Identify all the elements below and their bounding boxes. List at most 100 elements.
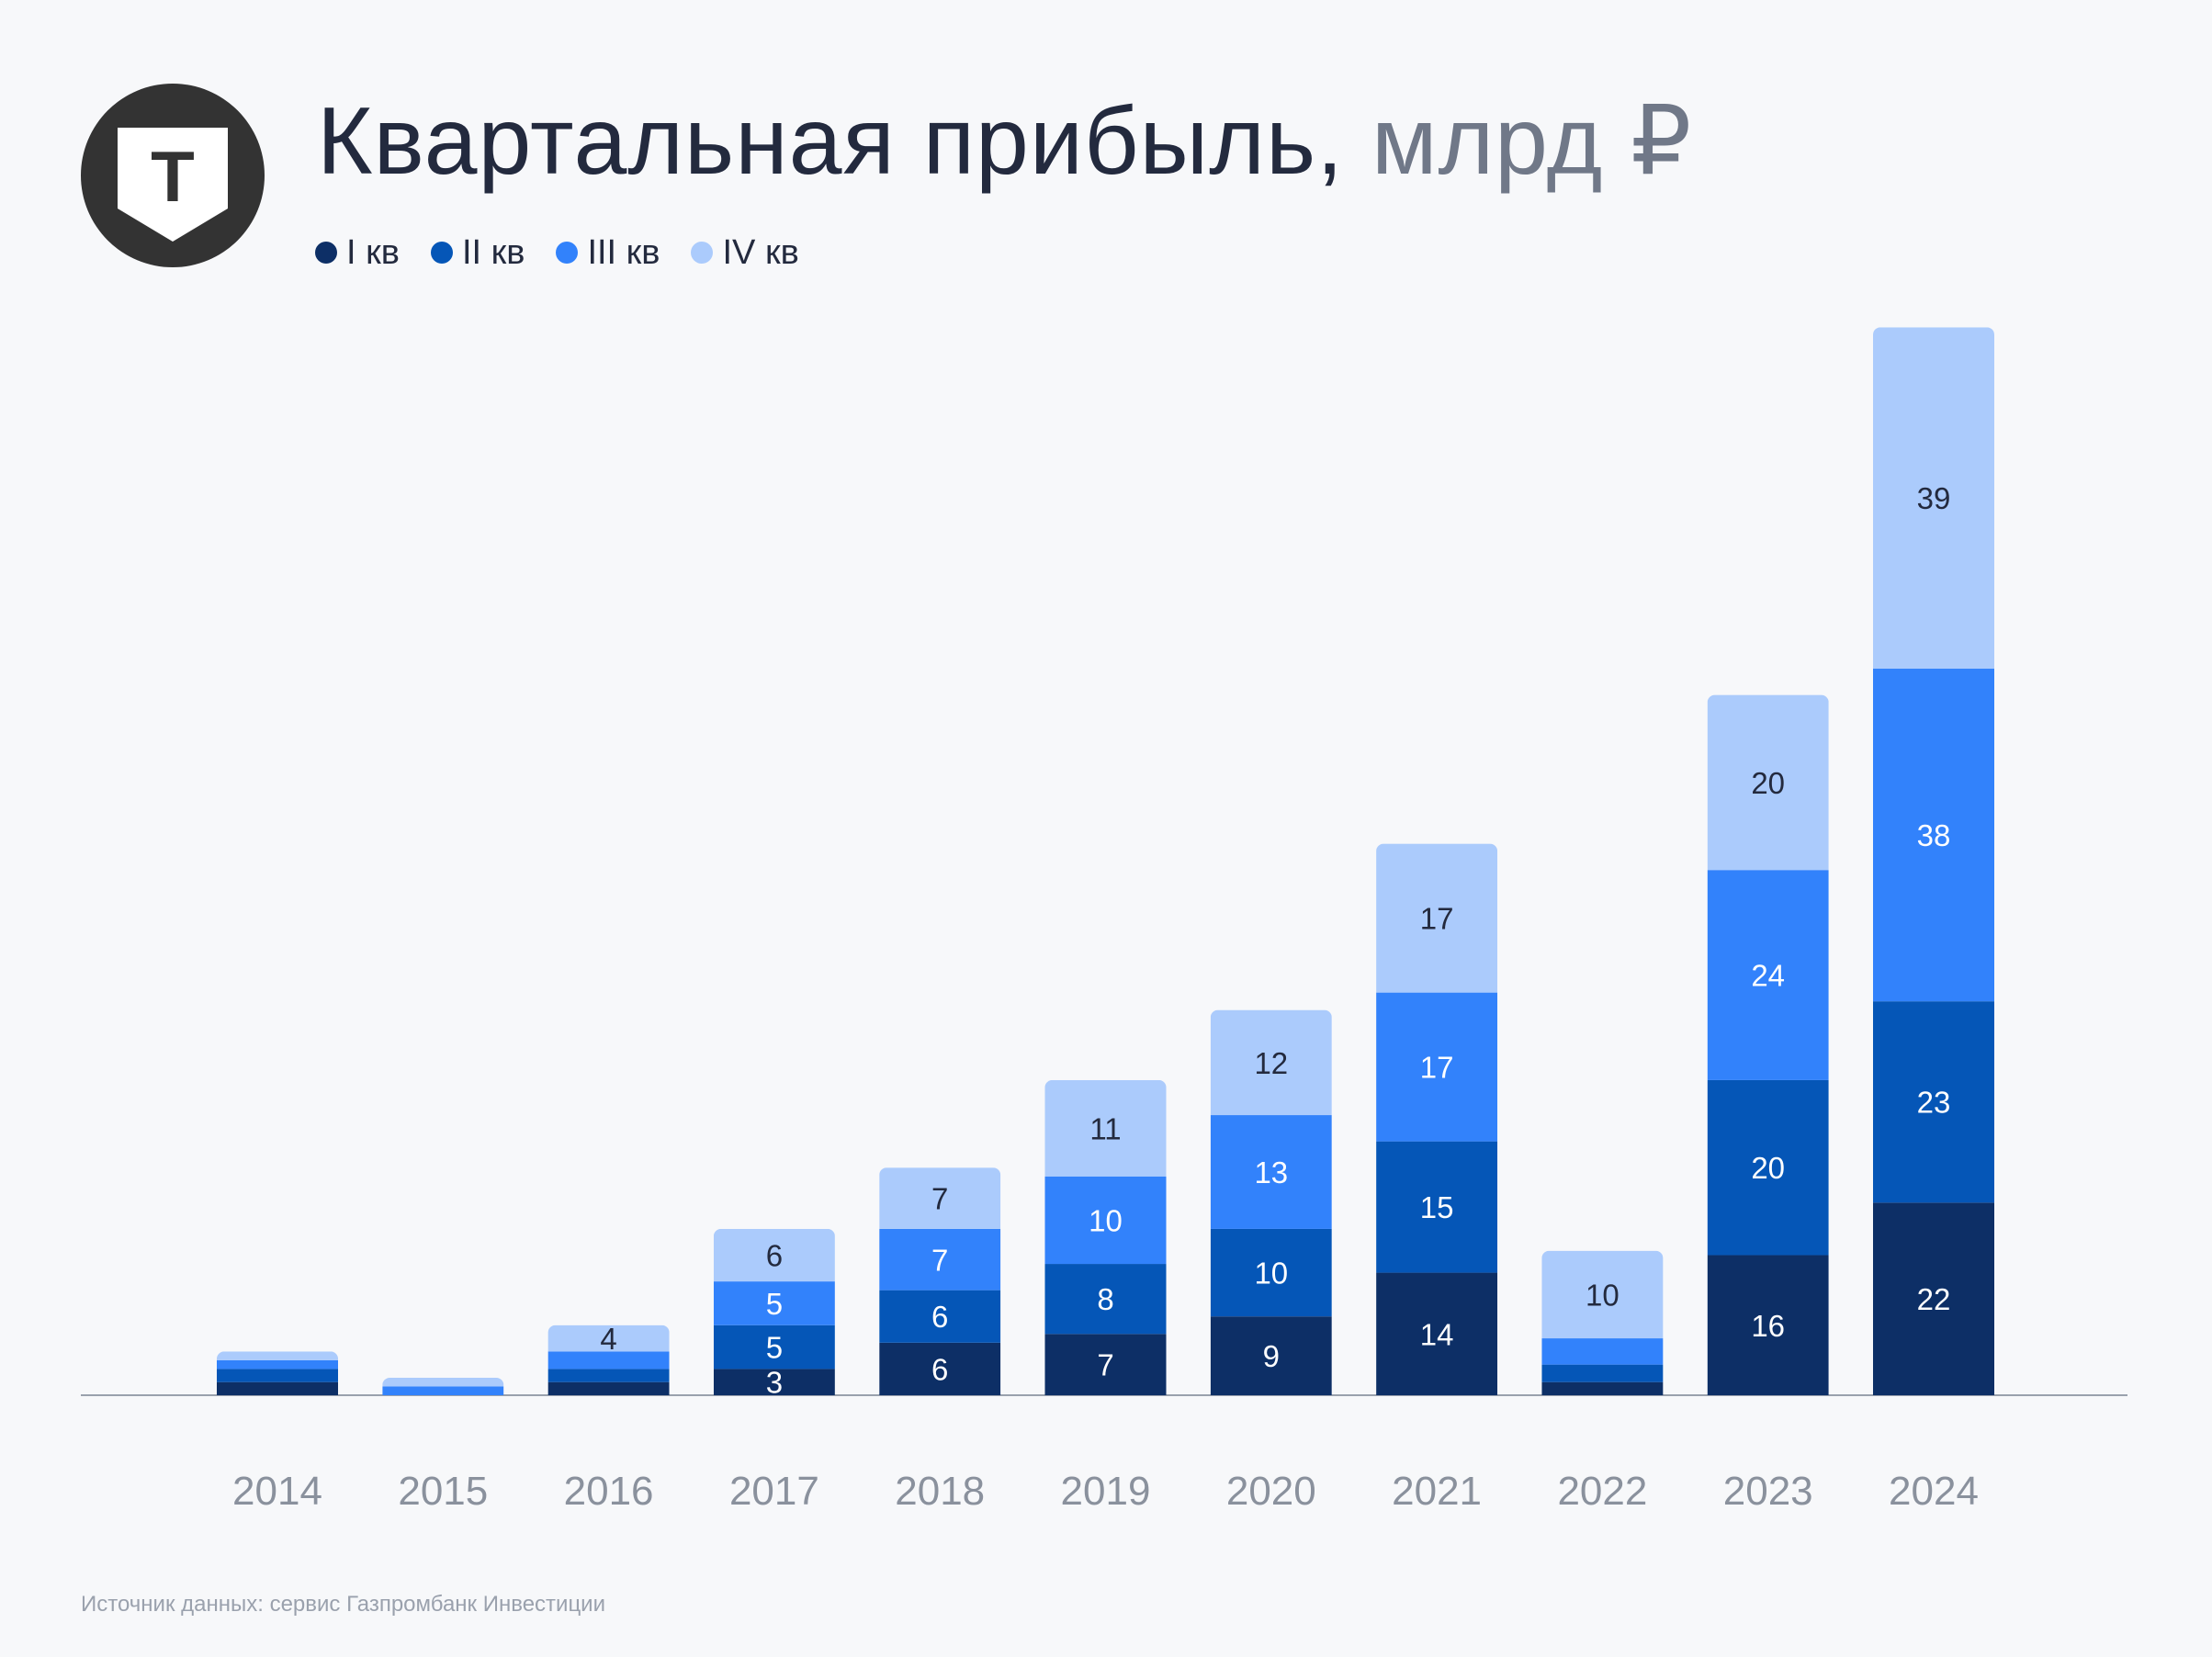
bar-segment-2019-q4 <box>1044 1079 1167 1177</box>
bar-segment-2014-q4 <box>217 1351 338 1360</box>
data-label-2024-q2: 23 <box>1917 1086 1951 1120</box>
bar-segment-2019-q1 <box>1044 1334 1167 1395</box>
legend-marker <box>556 242 579 264</box>
legend-item-q3: III кв <box>556 233 660 273</box>
bar-segment-2019-q2 <box>1044 1264 1167 1335</box>
bar-stack-2017 <box>713 1228 835 1395</box>
bar-segment-2020-q4 <box>1210 1009 1332 1116</box>
bar-segment-2015-q3 <box>382 1386 504 1395</box>
bar-stack-2020 <box>1210 1009 1332 1395</box>
bar-segment-2021-q1 <box>1376 1272 1498 1395</box>
bar-segment-2023-q1 <box>1707 1255 1829 1395</box>
data-label-2023-q1: 16 <box>1751 1309 1785 1343</box>
bar-stack-2021 <box>1376 843 1498 1395</box>
bar-segment-2017-q4 <box>713 1228 835 1282</box>
bar-segment-2021-q2 <box>1376 1141 1498 1273</box>
page-title: Квартальная прибыль, млрд ₽ <box>317 85 1692 197</box>
data-label-2019-q2: 8 <box>1097 1282 1113 1316</box>
data-label-2024-q3: 38 <box>1917 818 1951 852</box>
bar-segment-2017-q2 <box>713 1324 835 1370</box>
logo-letter: Т <box>151 136 195 217</box>
title-text: Квартальная прибыль, <box>317 88 1345 195</box>
bar-segment-2016-q1 <box>547 1381 670 1395</box>
data-label-2017-q4: 6 <box>766 1239 783 1273</box>
bar-segment-2018-q4 <box>879 1167 1001 1229</box>
bar-segment-2015-q4 <box>382 1377 504 1387</box>
x-tick-label-2023: 2023 <box>1723 1469 1813 1514</box>
data-label-2022-q4: 10 <box>1586 1278 1620 1312</box>
bar-stack-2023 <box>1707 694 1829 1395</box>
chart: 2014 201542016355620176677201878101120199… <box>81 327 2127 1514</box>
x-tick-label-2015: 2015 <box>398 1469 488 1514</box>
x-tick-label-2020: 2020 <box>1226 1469 1316 1514</box>
bar-segment-2020-q3 <box>1210 1115 1332 1229</box>
bar-segment-2018-q2 <box>879 1290 1001 1343</box>
data-label-2019-q3: 10 <box>1089 1203 1123 1237</box>
legend-label: II кв <box>461 232 525 272</box>
bar-segment-2014-q1 <box>217 1381 338 1395</box>
x-tick-label-2024: 2024 <box>1889 1469 1979 1514</box>
bar-segment-2023-q3 <box>1707 870 1829 1080</box>
bar-segment-2020-q1 <box>1210 1316 1332 1395</box>
bar-segment-2016-q4 <box>547 1324 670 1352</box>
bar-segment-2020-q2 <box>1210 1228 1332 1317</box>
data-label-2020-q3: 13 <box>1254 1155 1288 1189</box>
x-tick-label-2014: 2014 <box>232 1469 322 1514</box>
data-label-2018-q2: 6 <box>931 1300 948 1334</box>
bar-segment-2016-q2 <box>547 1369 670 1382</box>
legend-label: I кв <box>346 232 400 272</box>
bar-segment-2022-q1 <box>1541 1381 1664 1395</box>
bar-segment-2021-q3 <box>1376 992 1498 1142</box>
logo: Т <box>81 84 265 267</box>
bar-segment-2017-q3 <box>713 1281 835 1325</box>
logo-shield-icon <box>118 128 228 242</box>
data-label-2020-q4: 12 <box>1254 1046 1288 1080</box>
bar-stack-2019 <box>1044 1079 1167 1395</box>
x-tick-label-2021: 2021 <box>1392 1469 1482 1514</box>
bar-segment-2014-q3 <box>217 1359 338 1370</box>
bar-segment-2022-q3 <box>1541 1338 1664 1365</box>
bar-segment-2017-q1 <box>713 1369 835 1395</box>
data-label-2023-q2: 20 <box>1751 1151 1785 1185</box>
data-label-2017-q3: 5 <box>766 1287 783 1321</box>
bar-segment-2024-q1 <box>1873 1202 1994 1395</box>
legend-marker <box>691 242 714 264</box>
bar-segment-2024-q4 <box>1873 327 1994 670</box>
bar-segment-2018-q3 <box>879 1228 1001 1291</box>
bar-segment-2018-q1 <box>879 1342 1001 1395</box>
title-unit: млрд ₽ <box>1371 88 1693 195</box>
data-label-2023-q4: 20 <box>1751 766 1785 800</box>
bar-segment-2019-q3 <box>1044 1176 1167 1265</box>
bar-segment-2014-q2 <box>217 1369 338 1382</box>
legend-item-q1: I кв <box>315 233 400 273</box>
legend-item-q4: IV кв <box>691 233 799 273</box>
bar-segment-2024-q2 <box>1873 1001 1994 1203</box>
data-label-2016-q4: 4 <box>600 1322 616 1356</box>
x-tick-label-2017: 2017 <box>729 1469 819 1514</box>
data-label-2017-q1: 3 <box>766 1366 783 1400</box>
data-label-2024-q1: 22 <box>1917 1282 1951 1316</box>
bar-segment-2021-q4 <box>1376 843 1498 993</box>
data-label-2021-q2: 15 <box>1420 1190 1454 1224</box>
data-label-2019-q1: 7 <box>1097 1348 1113 1382</box>
data-label-2020-q2: 10 <box>1254 1257 1288 1291</box>
data-label-2020-q1: 9 <box>1263 1339 1280 1373</box>
x-tick-label-2019: 2019 <box>1061 1469 1151 1514</box>
x-tick-label-2016: 2016 <box>564 1469 654 1514</box>
bar-stack-2016 <box>547 1324 670 1395</box>
bar-segment-2016-q3 <box>547 1351 670 1370</box>
legend-item-q2: II кв <box>430 232 525 273</box>
data-label-2019-q4: 11 <box>1089 1111 1121 1145</box>
legend-marker <box>315 242 337 264</box>
data-label-2021-q1: 14 <box>1420 1317 1454 1351</box>
source-note: Источник данных: сервис Газпромбанк Инве… <box>81 1592 605 1617</box>
data-label-2018-q3: 7 <box>931 1243 948 1277</box>
bar-segment-2024-q3 <box>1873 669 1994 1002</box>
data-label-2018-q1: 6 <box>931 1352 948 1386</box>
x-tick-label-2018: 2018 <box>895 1469 985 1514</box>
bar-stack-2022 <box>1541 1250 1664 1395</box>
legend-marker <box>430 242 453 264</box>
bar-stack-2015 <box>382 1377 504 1395</box>
bar-segment-2022-q2 <box>1541 1364 1664 1382</box>
bar-segment-2023-q2 <box>1707 1079 1829 1256</box>
